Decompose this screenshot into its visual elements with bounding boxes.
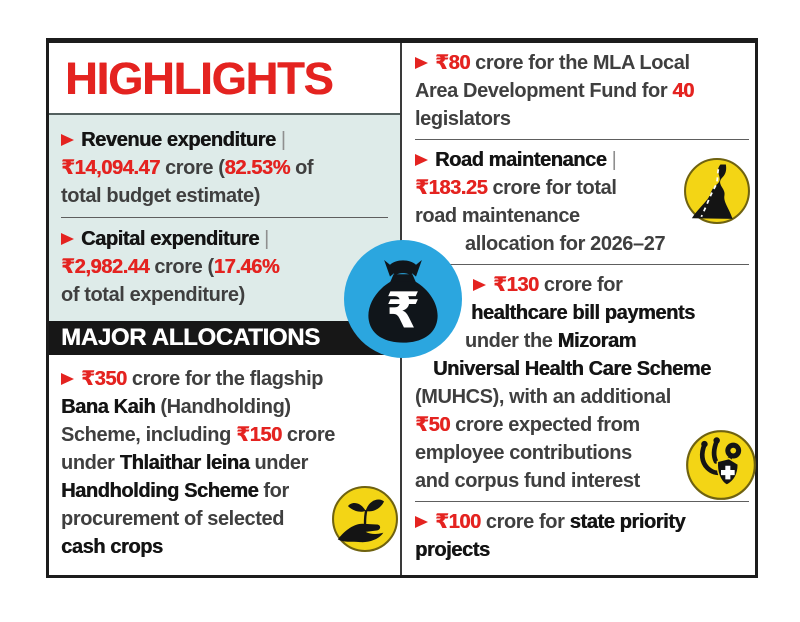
allocation-bana-kaih: ₹350 crore for the flagship Bana Kaih (Ha… <box>49 357 400 561</box>
divider <box>415 264 749 265</box>
allocation-bana-kaih-text: ₹350 crore for the flagship Bana Kaih (Ha… <box>61 368 335 558</box>
right-column: ₹80 crore for the MLA Local Area Developm… <box>402 43 759 564</box>
allocation-mla-fund: ₹80 crore for the MLA Local Area Developm… <box>415 52 694 130</box>
money-bag-rupee-icon: ₹ <box>344 240 462 358</box>
divider <box>415 139 749 140</box>
highlight-capital-expenditure: Capital expenditure | ₹2,982.44 crore (17… <box>61 228 280 306</box>
divider <box>415 501 749 502</box>
highlight-revenue-expenditure: Revenue expenditure | ₹14,094.47 crore (8… <box>61 129 314 207</box>
allocation-state-priority: ₹100 crore for state priority projects <box>415 511 686 561</box>
stethoscope-shield-cross-icon <box>685 429 757 501</box>
rupee-glyph: ₹ <box>386 281 420 339</box>
budget-highlights-infographic: HIGHLIGHTS Revenue expenditure | ₹14,094.… <box>46 38 758 578</box>
page-title: HIGHLIGHTS <box>65 53 334 104</box>
hand-holding-sprout-icon <box>331 485 399 553</box>
allocation-healthcare: ₹130 crore for healthcare bill payments un… <box>415 274 711 492</box>
major-allocations-header: MAJOR ALLOCATIONS <box>49 321 400 355</box>
winding-road-icon <box>683 157 751 225</box>
allocation-road-maintenance: Road maintenance | ₹183.25 crore for tota… <box>415 149 666 255</box>
highlights-panel: Revenue expenditure | ₹14,094.47 crore (8… <box>49 113 400 321</box>
divider <box>61 217 388 218</box>
